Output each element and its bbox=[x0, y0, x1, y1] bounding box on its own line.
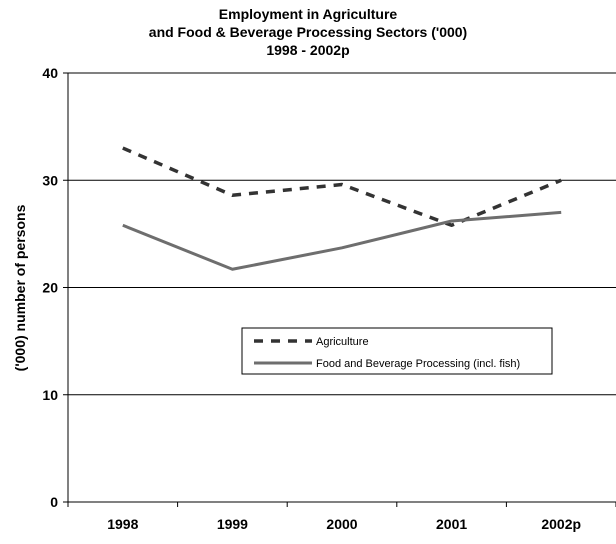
y-tick-label: 0 bbox=[50, 494, 58, 510]
legend-label: Food and Beverage Processing (incl. fish… bbox=[316, 358, 520, 370]
y-tick-label: 10 bbox=[42, 387, 58, 403]
axes: 0 10 20 30 40 1998 1999 2000 2001 2002p bbox=[42, 65, 616, 532]
chart-title-line-2: and Food & Beverage Processing Sectors (… bbox=[148, 24, 468, 40]
series-line-food-beverage bbox=[122, 210, 562, 271]
gridlines bbox=[68, 72, 616, 396]
y-axis-label: ('000) number of persons bbox=[12, 204, 28, 371]
x-tick-label: 1999 bbox=[217, 516, 248, 532]
chart-title-line-3: 1998 - 2002p bbox=[266, 42, 350, 58]
legend-label: Agriculture bbox=[316, 336, 369, 348]
legend-box bbox=[241, 327, 553, 375]
series-line-agriculture bbox=[122, 146, 562, 228]
x-tick-label: 1998 bbox=[107, 516, 138, 532]
x-tick-label: 2000 bbox=[326, 516, 357, 532]
chart-title-line-1: Employment in Agriculture bbox=[218, 6, 398, 22]
x-tick-label: 2001 bbox=[436, 516, 467, 532]
x-tick-label: 2002p bbox=[541, 516, 581, 532]
series-lines bbox=[122, 146, 562, 271]
y-tick-label: 40 bbox=[42, 65, 58, 81]
y-tick-label: 30 bbox=[42, 172, 58, 188]
legend: Agriculture Food and Beverage Processing … bbox=[241, 327, 553, 375]
y-tick-label: 20 bbox=[42, 280, 58, 296]
